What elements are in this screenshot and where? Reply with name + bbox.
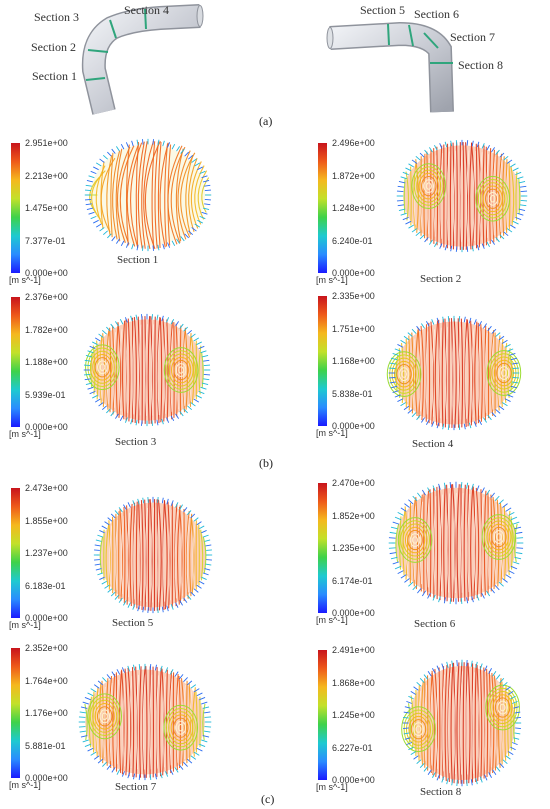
colorbar-tick-label: 0.000e+00 bbox=[25, 773, 68, 783]
section-caption: Section 3 bbox=[115, 436, 157, 448]
colorbar-tick-label: 1.852e+00 bbox=[332, 510, 375, 521]
streamline-plot bbox=[396, 139, 528, 253]
colorbar-tick-label: 2.352e+00 bbox=[25, 643, 68, 653]
geometry-label-section-7: Section 7 bbox=[450, 30, 495, 44]
colorbar-tick-label: 5.838e-01 bbox=[332, 388, 373, 399]
geometry-label-section-6: Section 6 bbox=[414, 7, 459, 21]
colorbar-tick-label: 2.335e+00 bbox=[332, 291, 375, 301]
colorbar-tick-label: 2.496e+00 bbox=[332, 138, 375, 148]
pipe-geometry-left bbox=[81, 4, 204, 115]
colorbar-tick-label: 5.939e-01 bbox=[25, 389, 66, 400]
geometry-label-section-8: Section 8 bbox=[458, 58, 503, 72]
colorbar-tick-label: 1.237e+00 bbox=[25, 548, 68, 558]
colorbar-tick-label: 1.872e+00 bbox=[332, 170, 375, 181]
colorbar-tick-label: 0.000e+00 bbox=[332, 268, 375, 278]
geometry-label-section-3: Section 3 bbox=[34, 10, 79, 24]
colorbar-tick-label: 1.782e+00 bbox=[25, 324, 68, 335]
colorbar-unit: [m s^-1] bbox=[9, 275, 41, 285]
geometry-label-section-2: Section 2 bbox=[31, 40, 76, 54]
colorbar-tick-label: 0.000e+00 bbox=[25, 613, 68, 623]
streamline-plot bbox=[83, 313, 211, 427]
colorbar-unit: [m s^-1] bbox=[316, 275, 348, 285]
colorbar bbox=[11, 648, 20, 778]
section-caption: Section 7 bbox=[115, 781, 157, 793]
colorbar-tick-label: 1.764e+00 bbox=[25, 675, 68, 686]
colorbar bbox=[11, 488, 20, 618]
colorbar-unit: [m s^-1] bbox=[316, 782, 348, 792]
geometry-label-section-1: Section 1 bbox=[32, 69, 77, 83]
colorbar-tick-label: 2.951e+00 bbox=[25, 138, 68, 148]
colorbar bbox=[318, 650, 327, 780]
streamline-plot bbox=[388, 481, 524, 605]
streamline-plot bbox=[386, 315, 522, 431]
colorbar-tick-label: 0.000e+00 bbox=[332, 775, 375, 785]
colorbar bbox=[318, 143, 327, 273]
pipe-geometry-right bbox=[326, 21, 454, 113]
colorbar-unit: [m s^-1] bbox=[316, 615, 348, 625]
colorbar-tick-label: 0.000e+00 bbox=[25, 422, 68, 432]
section-caption: Section 5 bbox=[112, 617, 154, 629]
colorbar-tick-label: 2.491e+00 bbox=[332, 645, 375, 655]
colorbar-tick-label: 0.000e+00 bbox=[25, 268, 68, 278]
colorbar-tick-label: 6.227e-01 bbox=[332, 742, 373, 753]
colorbar-tick-label: 1.168e+00 bbox=[332, 356, 375, 366]
colorbar-tick-label: 6.183e-01 bbox=[25, 580, 66, 591]
colorbar-tick-label: 1.475e+00 bbox=[25, 203, 68, 213]
colorbar bbox=[11, 297, 20, 427]
section-caption: Section 6 bbox=[414, 618, 456, 630]
colorbar-unit: [m s^-1] bbox=[316, 428, 348, 438]
geometry-label-section-4: Section 4 bbox=[124, 3, 169, 17]
colorbar-tick-label: 2.470e+00 bbox=[332, 478, 375, 488]
panel-label-a: (a) bbox=[259, 114, 273, 128]
colorbar-tick-label: 6.174e-01 bbox=[332, 575, 373, 586]
colorbar-tick-label: 0.000e+00 bbox=[332, 421, 375, 431]
colorbar-tick-label: 1.188e+00 bbox=[25, 357, 68, 367]
colorbar-tick-label: 1.868e+00 bbox=[332, 677, 375, 688]
streamline-plot bbox=[93, 496, 213, 614]
geometry-label-section-5: Section 5 bbox=[360, 3, 405, 17]
colorbar bbox=[318, 296, 327, 426]
colorbar-tick-label: 1.855e+00 bbox=[25, 515, 68, 526]
colorbar-tick-label: 1.245e+00 bbox=[332, 710, 375, 720]
colorbar-tick-label: 1.248e+00 bbox=[332, 203, 375, 213]
colorbar-tick-label: 7.377e-01 bbox=[25, 235, 66, 246]
colorbar-tick-label: 2.213e+00 bbox=[25, 170, 68, 181]
colorbar-unit: [m s^-1] bbox=[9, 429, 41, 439]
colorbar-tick-label: 1.751e+00 bbox=[332, 323, 375, 334]
colorbar bbox=[318, 483, 327, 613]
panel-label-b: (b) bbox=[259, 456, 273, 470]
section-caption: Section 4 bbox=[412, 438, 454, 450]
colorbar bbox=[11, 143, 20, 273]
colorbar-tick-label: 6.240e-01 bbox=[332, 235, 373, 246]
streamline-plot bbox=[84, 138, 212, 252]
panel-label-c: (c) bbox=[261, 792, 275, 806]
streamline-plot bbox=[401, 659, 522, 787]
section-caption: Section 8 bbox=[420, 786, 462, 798]
colorbar-tick-label: 2.376e+00 bbox=[25, 292, 68, 302]
colorbar-unit: [m s^-1] bbox=[9, 620, 41, 630]
colorbar-tick-label: 0.000e+00 bbox=[332, 608, 375, 618]
colorbar-tick-label: 1.176e+00 bbox=[25, 708, 68, 718]
colorbar-tick-label: 1.235e+00 bbox=[332, 543, 375, 553]
streamline-plot bbox=[78, 663, 212, 781]
section-caption: Section 2 bbox=[420, 273, 462, 285]
colorbar-tick-label: 5.881e-01 bbox=[25, 740, 66, 751]
colorbar-tick-label: 2.473e+00 bbox=[25, 483, 68, 493]
section-caption: Section 1 bbox=[117, 254, 159, 266]
colorbar-unit: [m s^-1] bbox=[9, 780, 41, 790]
